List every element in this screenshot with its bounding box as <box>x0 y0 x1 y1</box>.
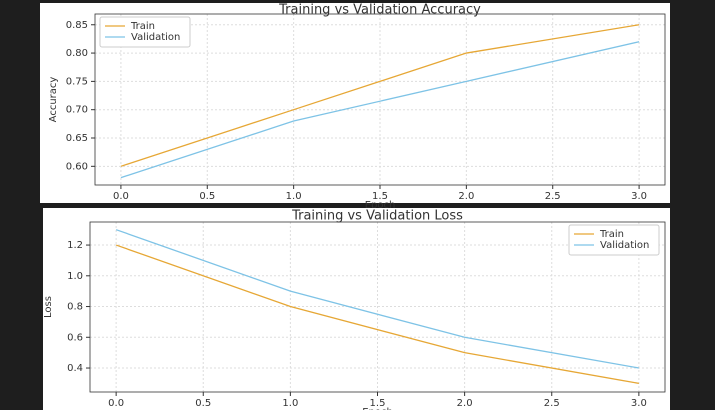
legend-label: Train <box>599 229 624 240</box>
legend-label: Train <box>130 21 155 32</box>
x-tick-label: 0.5 <box>195 398 211 409</box>
y-tick-label: 0.80 <box>66 48 88 59</box>
x-axis-label: Epoch <box>365 200 396 211</box>
legend-label: Validation <box>131 32 180 43</box>
line-series <box>120 41 640 179</box>
y-tick-label: 0.65 <box>66 133 88 144</box>
y-tick-label: 0.60 <box>66 161 88 172</box>
x-tick-label: 2.5 <box>545 191 561 202</box>
x-tick-label: 3.0 <box>631 398 647 409</box>
y-tick-label: 0.6 <box>67 332 83 343</box>
x-tick-label: 2.0 <box>457 398 473 409</box>
y-tick-label: 0.75 <box>66 76 88 87</box>
line-series <box>115 244 639 385</box>
x-tick-label: 1.5 <box>370 398 386 409</box>
legend-label: Validation <box>600 240 649 251</box>
y-tick-label: 0.8 <box>67 302 83 313</box>
y-axis-label: Accuracy <box>48 77 59 123</box>
y-axis-label: Loss <box>43 296 54 318</box>
y-tick-label: 1.0 <box>67 271 83 282</box>
plot-frame <box>89 221 666 393</box>
x-tick-label: 0.0 <box>113 191 129 202</box>
chart-title: Training vs Validation Loss <box>291 209 463 224</box>
x-tick-label: 2.5 <box>544 398 560 409</box>
y-tick-label: 1.2 <box>67 240 83 251</box>
x-tick-label: 1.0 <box>282 398 298 409</box>
legend-box <box>568 224 660 256</box>
y-tick-label: 0.70 <box>66 105 88 116</box>
x-tick-label: 0.0 <box>108 398 124 409</box>
legend-box <box>99 16 191 48</box>
x-axis-label: Epoch <box>362 407 393 410</box>
plot-frame <box>94 13 666 186</box>
y-tick-label: 0.4 <box>67 363 83 374</box>
x-tick-label: 2.0 <box>458 191 474 202</box>
y-tick-label: 0.85 <box>66 20 88 31</box>
x-tick-label: 0.5 <box>199 191 215 202</box>
x-tick-label: 1.0 <box>286 191 302 202</box>
line-series <box>120 24 640 167</box>
x-tick-label: 3.0 <box>631 191 647 202</box>
x-tick-label: 1.5 <box>372 191 388 202</box>
line-series <box>115 229 639 369</box>
